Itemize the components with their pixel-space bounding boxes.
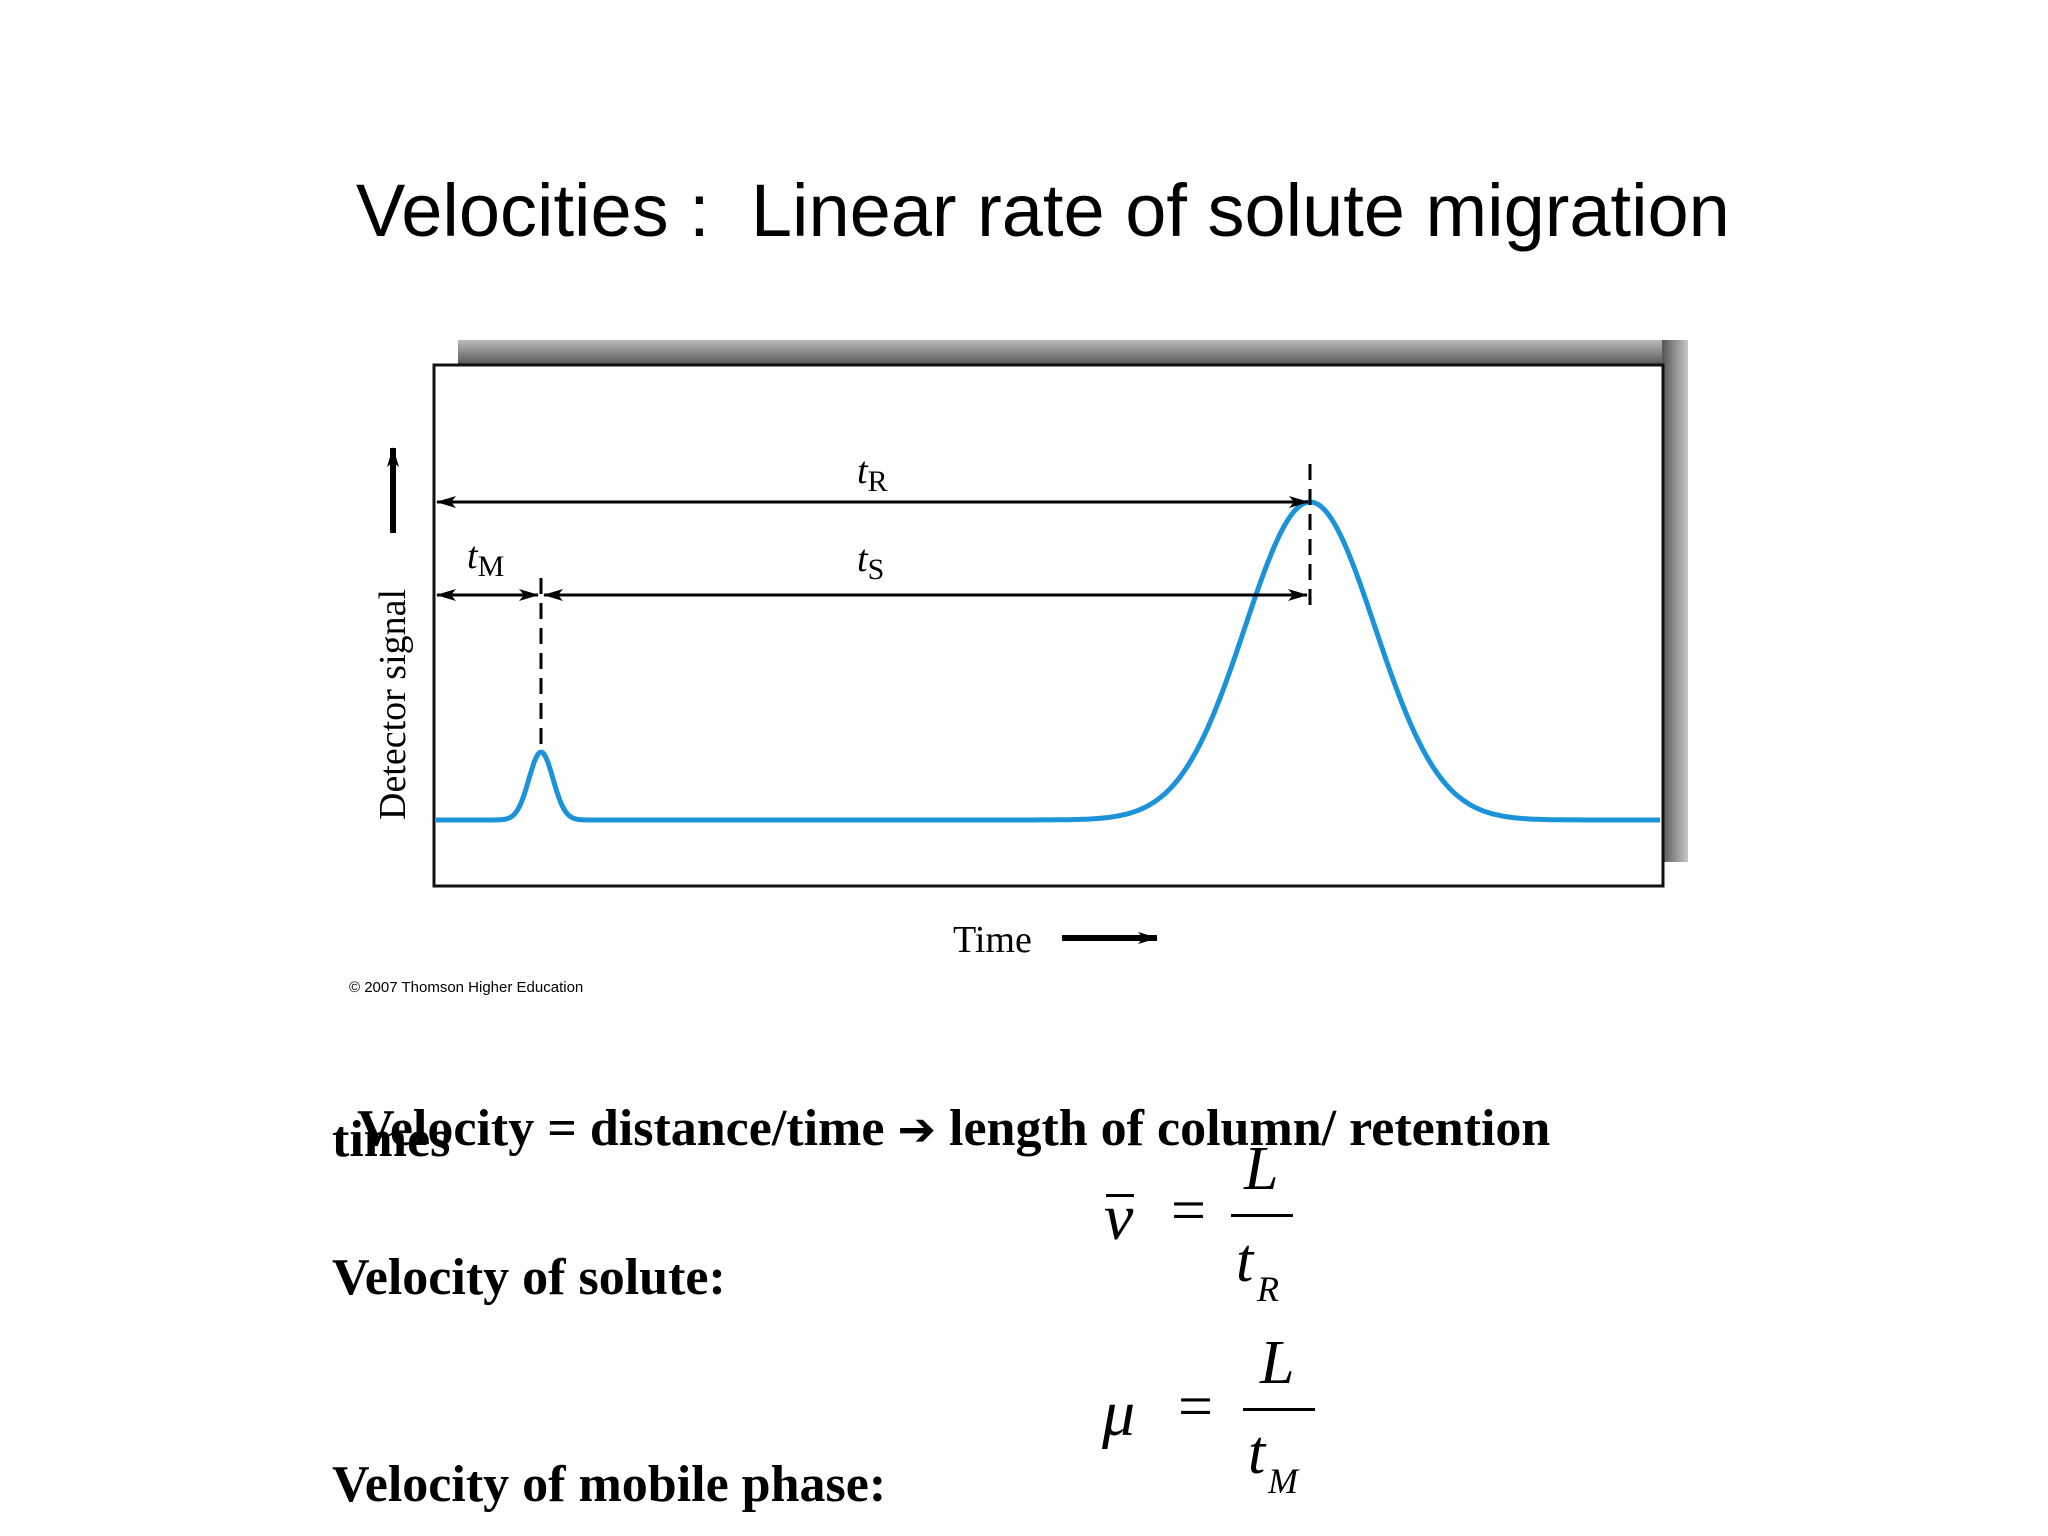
tm-label: tM (467, 535, 504, 583)
velocity-definition-line-2: times (332, 1111, 451, 1168)
figure-shadow-top (458, 340, 1688, 365)
chromatogram-trace (435, 499, 1661, 823)
tr-label: tR (857, 450, 888, 498)
solute-denominator: t (1236, 1227, 1254, 1295)
solute-fraction-bar (1231, 1214, 1293, 1217)
velocity-definition-part-b: length of column/ retention (936, 1100, 1551, 1157)
copyright-note: © 2007 Thomson Higher Education (349, 979, 584, 996)
chromatogram-figure: tR tM tS Detector signal Time (372, 340, 1688, 960)
v-bar-symbol: v (1104, 1181, 1134, 1254)
mu-symbol: μ (1102, 1377, 1136, 1450)
ts-label: tS (857, 538, 884, 586)
solute-numerator: L (1244, 1135, 1279, 1203)
mobile-subscript: M (1268, 1461, 1298, 1501)
x-axis-label: Time (953, 919, 1032, 960)
figure-shadow-right (1662, 340, 1688, 862)
mobile-denominator: t (1248, 1419, 1266, 1487)
velocity-definition-part-a: Velocity = distance/time (357, 1100, 898, 1157)
mobile-equals: = (1178, 1373, 1213, 1441)
mobile-fraction-bar (1243, 1408, 1315, 1411)
y-axis-label: Detector signal (372, 589, 414, 820)
solute-equals: = (1171, 1177, 1206, 1245)
v-overbar (1106, 1194, 1134, 1197)
right-arrow-icon: ➔ (897, 1102, 936, 1156)
mobile-numerator: L (1260, 1329, 1295, 1397)
solute-subscript: R (1257, 1269, 1279, 1309)
velocity-definition-line-1: Velocity = distance/time ➔ length of col… (332, 1040, 1550, 1158)
mobile-phase-velocity-label: Velocity of mobile phase: (332, 1456, 887, 1513)
solute-velocity-label: Velocity of solute: (332, 1249, 726, 1306)
slide-title: Velocities : Linear rate of solute migra… (356, 169, 1730, 252)
